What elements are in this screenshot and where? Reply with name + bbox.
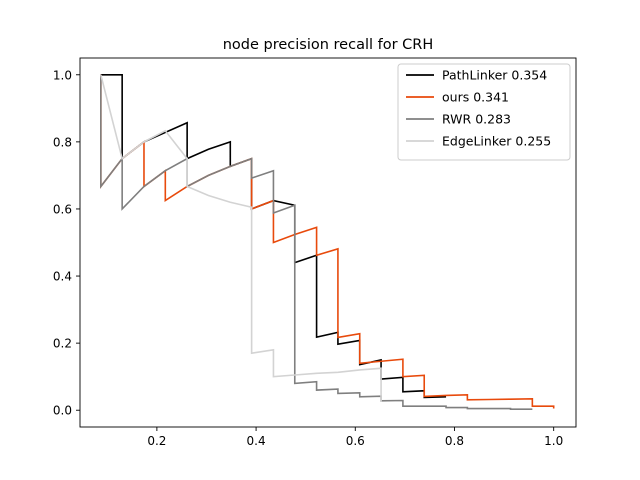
y-tick-label: 0.0: [53, 404, 72, 418]
x-tick-label: 0.4: [247, 434, 266, 448]
x-tick-label: 0.8: [445, 434, 464, 448]
x-tick-label: 0.6: [346, 434, 365, 448]
legend-label-2: RWR 0.283: [442, 112, 511, 127]
series-line-2: [100, 74, 533, 411]
legend-label-0: PathLinker 0.354: [442, 68, 547, 83]
y-tick-label: 0.6: [53, 202, 72, 216]
x-tick-label: 0.2: [147, 434, 166, 448]
y-axis: 0.0 0.2 0.4 0.6 0.8 1.0: [53, 68, 80, 418]
legend-box: [397, 63, 571, 161]
y-tick-label: 0.2: [53, 337, 72, 351]
x-axis: 0.2 0.4 0.6 0.8 1.0: [147, 427, 563, 448]
y-tick-label: 0.8: [53, 135, 72, 149]
legend-label-3: EdgeLinker 0.255: [442, 134, 551, 149]
y-tick-label: 0.4: [53, 270, 72, 284]
series-line-3: [100, 74, 382, 402]
x-tick-label: 1.0: [544, 434, 563, 448]
plot-area: [100, 73, 555, 411]
legend-label-1: ours 0.341: [442, 90, 509, 105]
series-line-1: [100, 74, 555, 409]
y-tick-label: 1.0: [53, 68, 72, 82]
axes-frame: [79, 57, 577, 428]
chart-title: node precision recall for CRH: [223, 37, 434, 53]
legend: PathLinker 0.354 ours 0.341 RWR 0.283 EdgeL…: [397, 63, 571, 161]
